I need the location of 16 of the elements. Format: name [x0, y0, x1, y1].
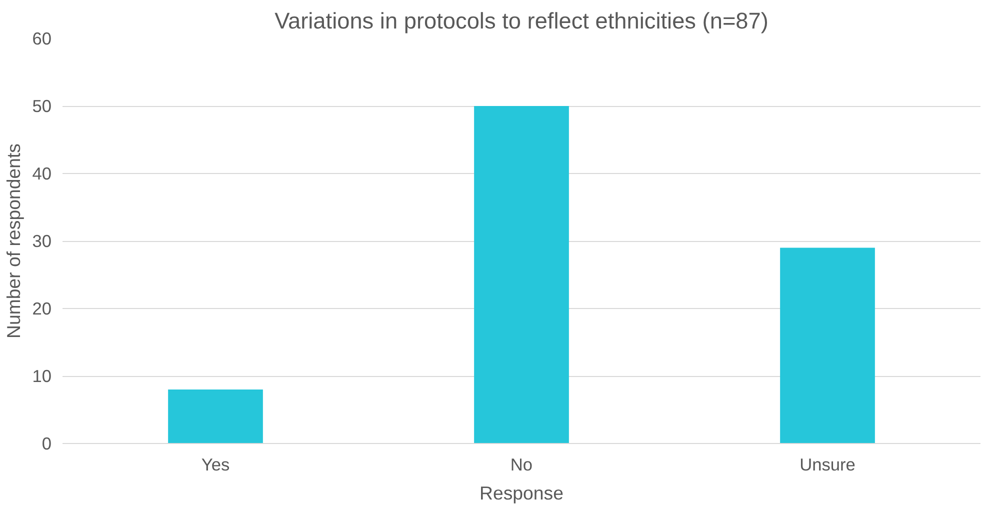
bar — [168, 390, 263, 444]
x-tick-label: Unsure — [800, 454, 856, 474]
y-tick-label: 40 — [32, 164, 52, 184]
x-tick-label: No — [510, 454, 533, 474]
bar — [780, 248, 875, 444]
y-tick-label: 10 — [32, 366, 52, 386]
y-tick-label: 0 — [42, 434, 52, 454]
x-tick-label: Yes — [201, 454, 230, 474]
y-tick-label: 30 — [32, 231, 52, 251]
y-tick-label: 20 — [32, 298, 52, 318]
y-tick-label: 50 — [32, 96, 52, 116]
chart-title: Variations in protocols to reflect ethnicities (n=87) — [274, 8, 768, 34]
x-axis-title: Response — [479, 482, 564, 504]
y-axis-title: Number of respondents — [3, 144, 24, 338]
bar — [474, 106, 569, 444]
y-tick-label: 60 — [32, 28, 52, 48]
